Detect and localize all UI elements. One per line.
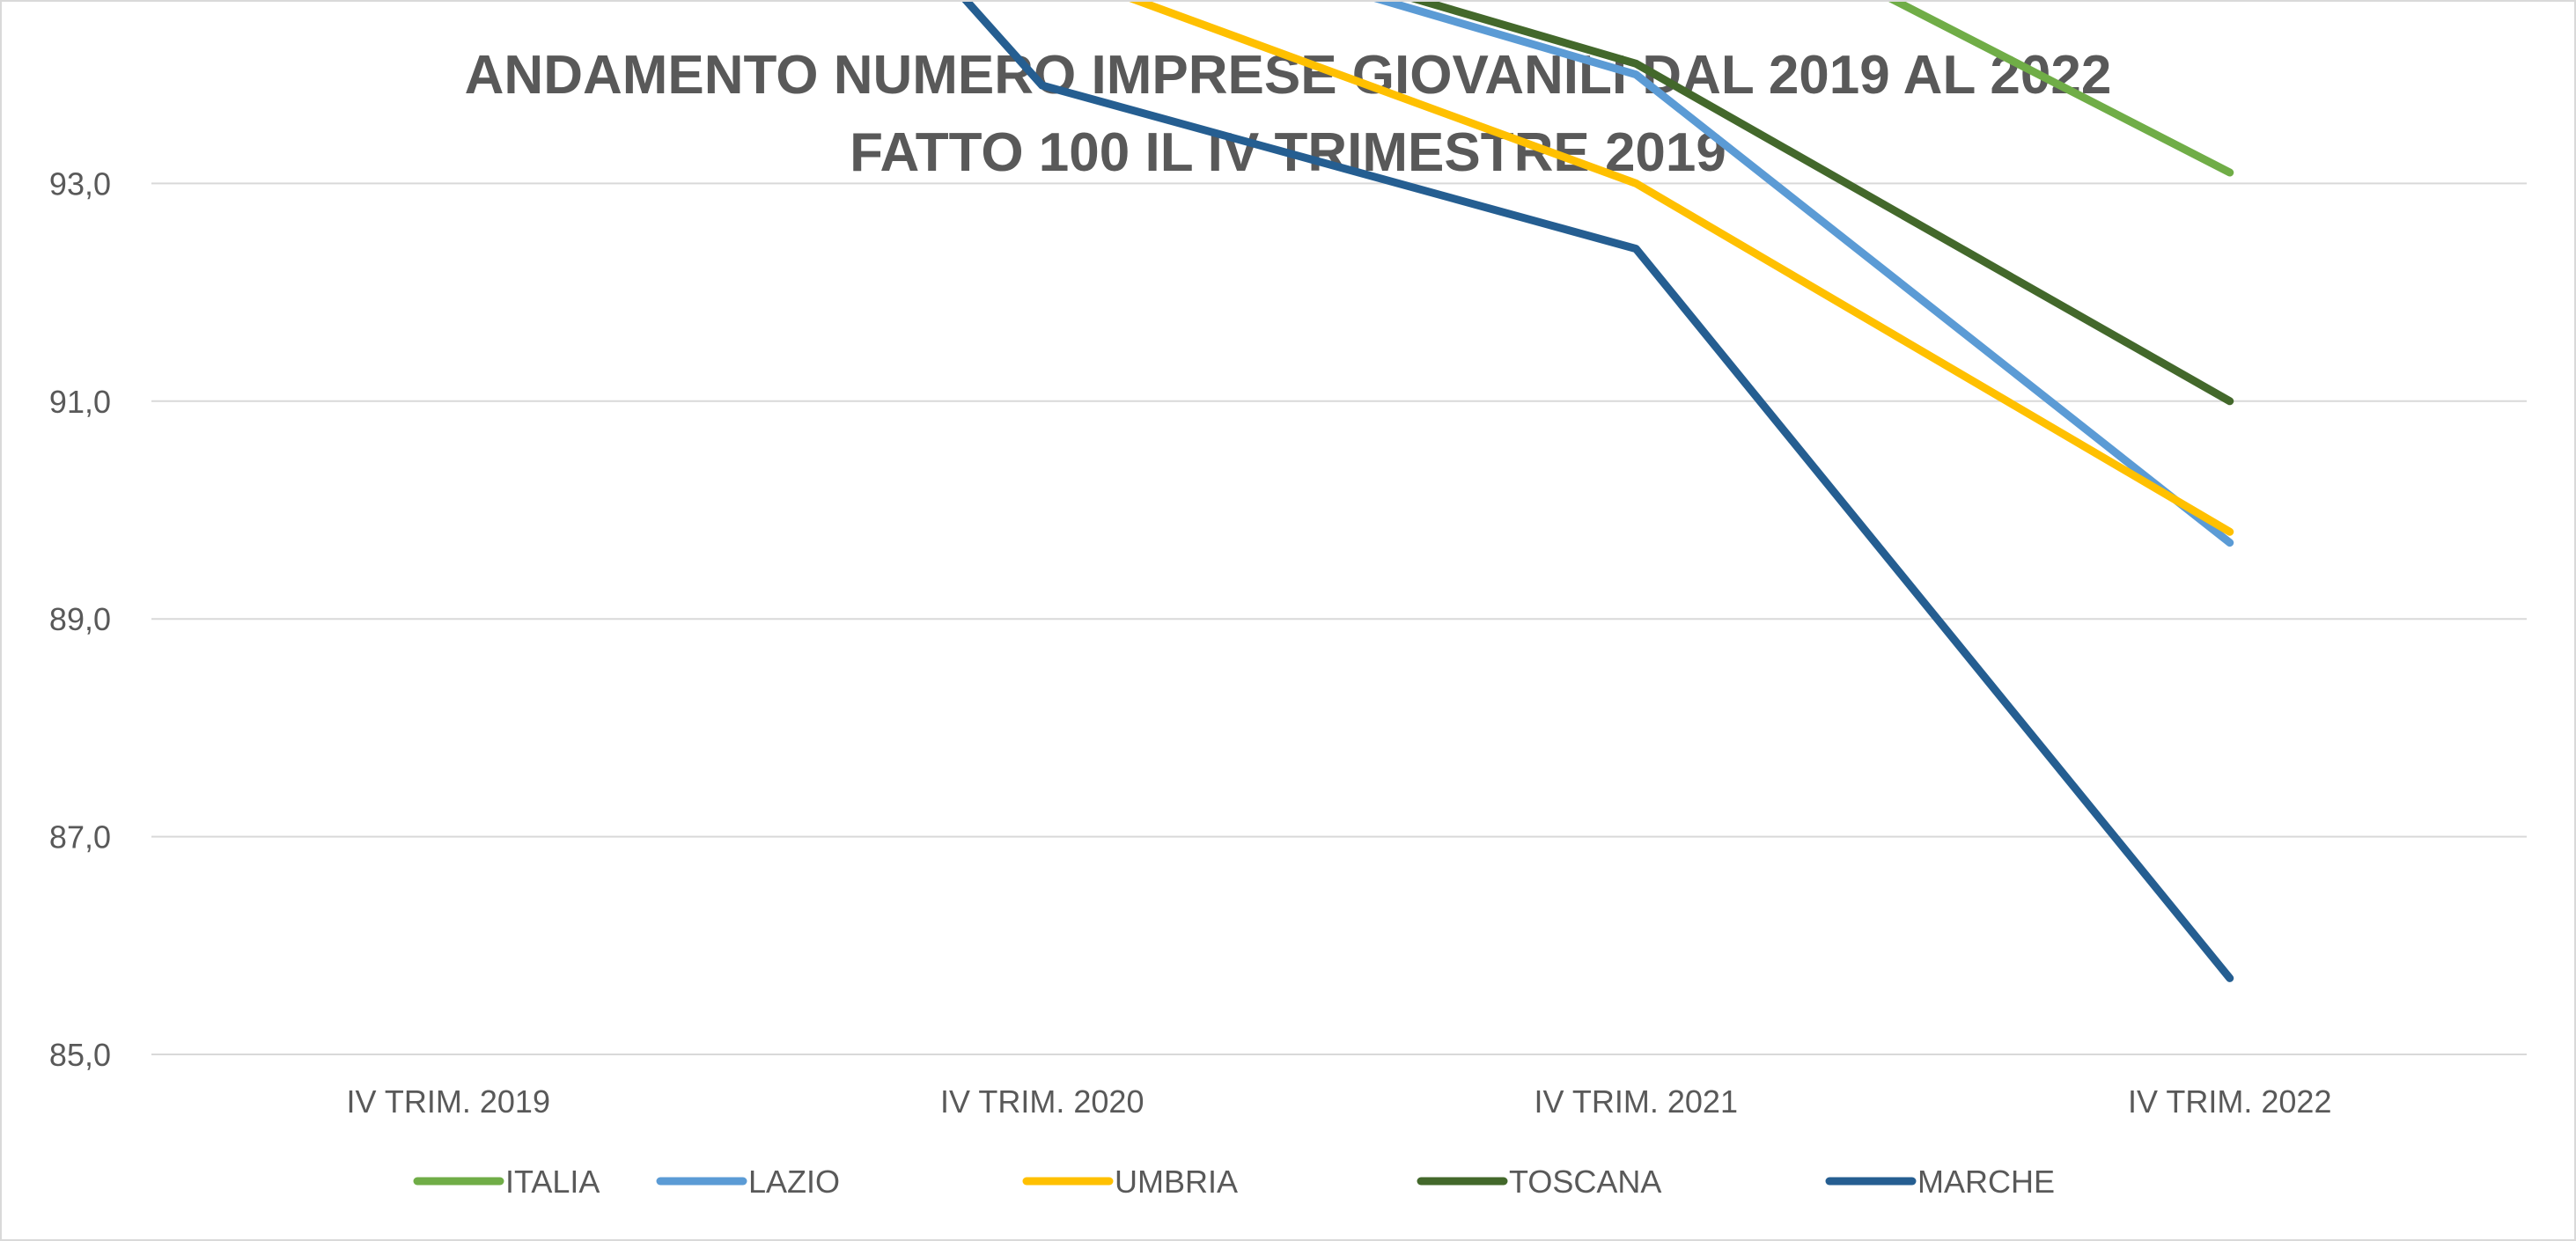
y-tick-label-91: 91,0: [49, 384, 111, 420]
series-line-marche: [961, 2, 2234, 982]
gridlines: [151, 182, 2527, 1055]
y-axis-tick-labels: 85,087,089,091,093,095,097,099,0: [49, 165, 111, 1073]
legend-label-lazio: LAZIO: [748, 1164, 840, 1200]
x-tick-label-iv-trim-2021: IV TRIM. 2021: [1535, 1083, 1738, 1120]
series-line-italia: [1888, 2, 2234, 177]
legend: ITALIA LAZIO UMBRIA TOSCANA MARCHE: [413, 1164, 2055, 1200]
series-line-toscana: [1410, 2, 2234, 406]
series-line-lazio: [1373, 2, 2234, 547]
x-tick-label-iv-trim-2020: IV TRIM. 2020: [940, 1083, 1144, 1120]
y-tick-label-87: 87,0: [49, 819, 111, 855]
series-line-umbria: [1129, 2, 2234, 536]
legend-label-marche: MARCHE: [1917, 1164, 2055, 1200]
y-tick-label-85: 85,0: [49, 1037, 111, 1073]
y-tick-label-93: 93,0: [49, 165, 111, 202]
legend-label-toscana: TOSCANA: [1509, 1164, 1661, 1200]
x-axis-tick-labels: IV TRIM. 2019 IV TRIM. 2020 IV TRIM. 2021 I…: [347, 1083, 2332, 1120]
series-lines: [961, 2, 2234, 982]
legend-label-italia: ITALIA: [505, 1164, 600, 1200]
legend-label-umbria: UMBRIA: [1115, 1164, 1238, 1200]
x-tick-label-iv-trim-2019: IV TRIM. 2019: [347, 1083, 550, 1120]
x-tick-label-iv-trim-2022: IV TRIM. 2022: [2128, 1083, 2331, 1120]
y-tick-label-89: 89,0: [49, 601, 111, 637]
